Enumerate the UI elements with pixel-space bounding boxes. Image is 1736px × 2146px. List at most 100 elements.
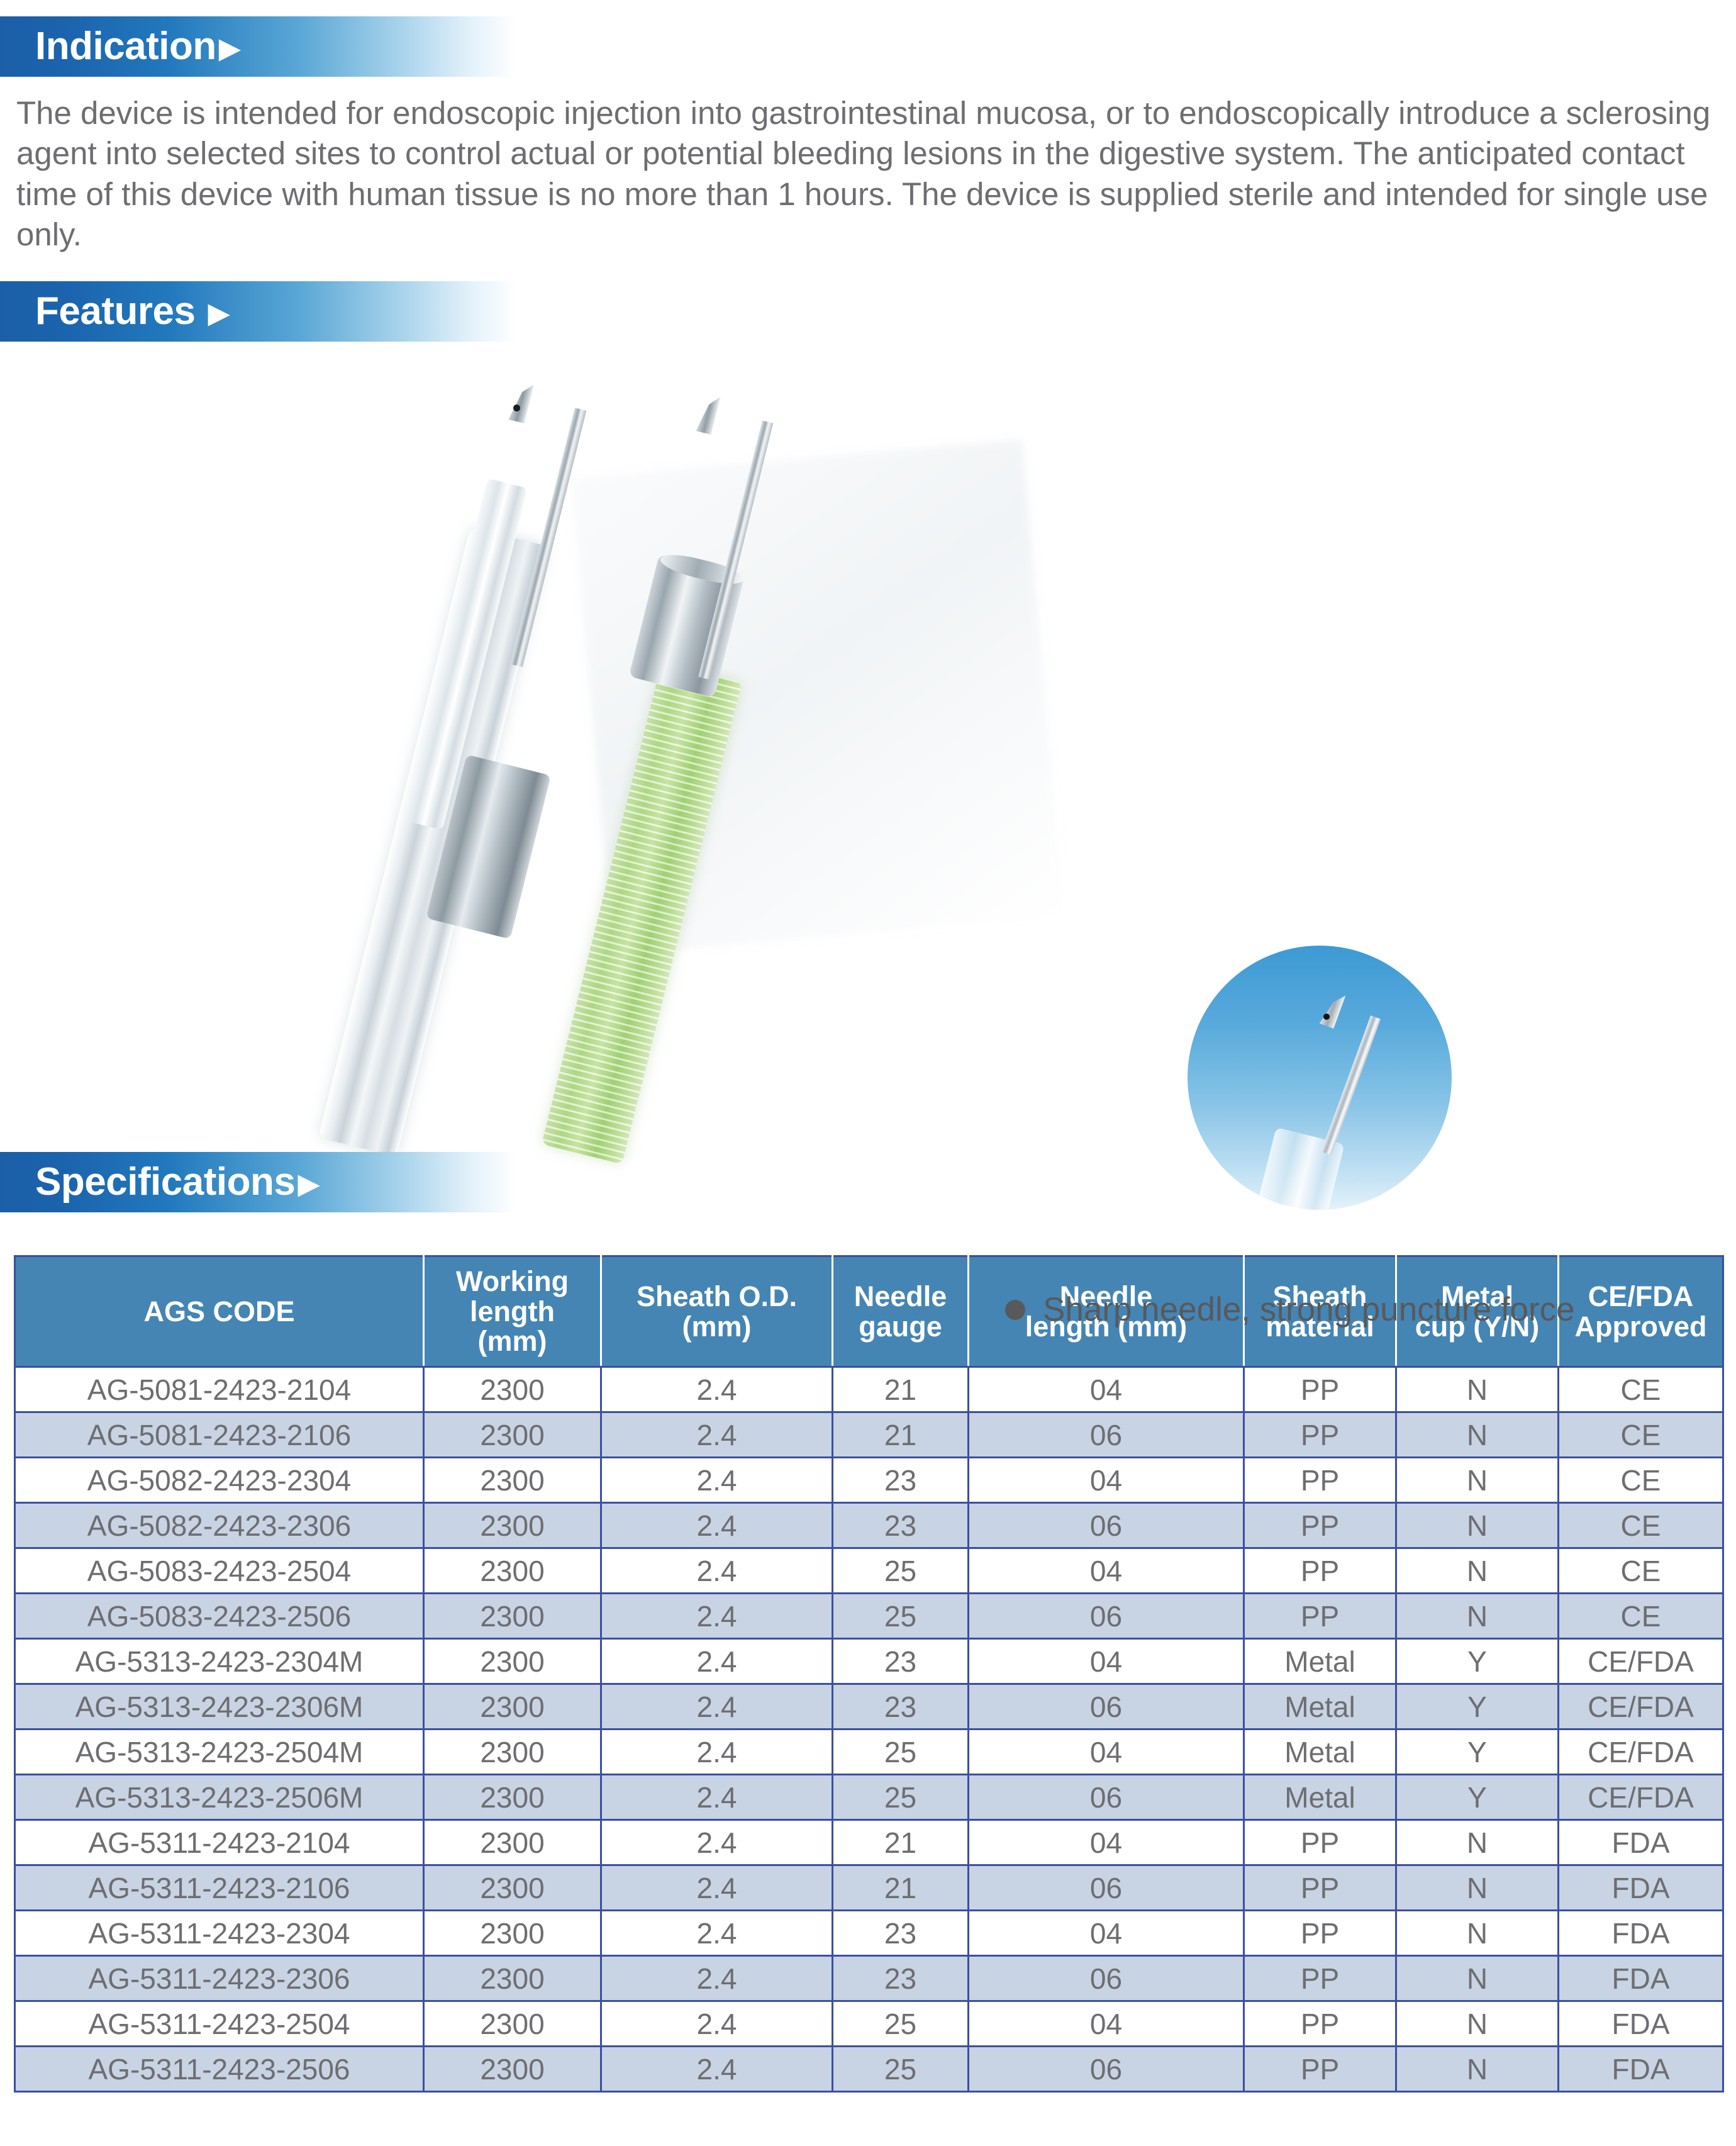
table-cell: 06 xyxy=(967,1502,1245,1549)
features-title: Features xyxy=(35,289,196,333)
table-row: AG-5311-2423-2304 2300 2.4 23 04 PP N FDA xyxy=(14,1909,1724,1957)
inset-needle-eye-hole xyxy=(1323,1014,1330,1020)
table-cell: N xyxy=(1395,1547,1559,1594)
play-triangle-icon: ▶ xyxy=(218,31,242,64)
table-cell: 2300 xyxy=(423,1547,602,1594)
cell-ags-code: AG-5313-2423-2304M xyxy=(14,1638,425,1685)
col-header-line: gauge xyxy=(859,1310,942,1343)
indication-body: The device is intended for endoscopic in… xyxy=(0,93,1723,255)
col-header-line: cup (Y/N) xyxy=(1415,1310,1540,1343)
table-cell: 2300 xyxy=(423,1502,602,1549)
col-header-needle-gauge: Needle gauge xyxy=(832,1255,969,1368)
table-cell: FDA xyxy=(1557,1955,1724,2002)
feature-bullet-label: Sharp needle, strong puncture force xyxy=(1043,1291,1575,1328)
table-cell: Metal xyxy=(1243,1728,1397,1775)
table-cell: 2.4 xyxy=(600,1547,833,1594)
table-header: AGS CODE Working length (mm) Sheath O.D. (m… xyxy=(14,1255,1724,1368)
table-cell: N xyxy=(1395,1456,1559,1504)
table-cell: 2.4 xyxy=(600,1909,833,1957)
needle-tip-closeup-inset xyxy=(1188,946,1452,1210)
table-row: AG-5082-2423-2306 2300 2.4 23 06 PP N CE xyxy=(14,1502,1724,1549)
green-coiled-sheath xyxy=(541,662,743,1165)
table-cell: 2.4 xyxy=(600,1864,833,1911)
table-cell: CE xyxy=(1557,1592,1724,1640)
table-row: AG-5311-2423-2104 2300 2.4 21 04 PP N FDA xyxy=(14,1819,1724,1866)
table-cell: 06 xyxy=(967,1774,1245,1821)
table-cell: 2300 xyxy=(423,1955,602,2002)
table-cell: 2300 xyxy=(423,1592,602,1640)
feature-bullet-item: Sharp needle, strong puncture force xyxy=(1005,1293,1575,1326)
table-cell: 2300 xyxy=(423,1819,602,1866)
table-cell: 2.4 xyxy=(600,1638,833,1685)
table-cell: CE/FDA xyxy=(1557,1683,1724,1730)
inset-needle-bevel-tip xyxy=(1320,990,1346,1029)
table-cell: 2.4 xyxy=(600,1774,833,1821)
table-cell: 23 xyxy=(832,1456,969,1504)
table-cell: 2.4 xyxy=(600,1366,833,1413)
cell-ags-code: AG-5311-2423-2506 xyxy=(14,2045,425,2093)
table-row: AG-5313-2423-2306M 2300 2.4 23 06 Metal Y CE/FD… xyxy=(14,1683,1724,1730)
table-cell: 21 xyxy=(832,1411,969,1458)
col-header-line: Working xyxy=(455,1265,569,1297)
table-cell: N xyxy=(1395,1411,1559,1458)
play-triangle-icon: ▶ xyxy=(208,296,230,329)
col-header-line: length xyxy=(470,1295,555,1327)
table-cell: Metal xyxy=(1243,1774,1397,1821)
col-header-line: length (mm) xyxy=(1025,1310,1188,1343)
table-cell: FDA xyxy=(1557,1909,1724,1957)
table-cell: CE/FDA xyxy=(1557,1728,1724,1775)
table-cell: PP xyxy=(1243,1955,1397,2002)
table-cell: PP xyxy=(1243,2000,1397,2047)
table-cell: 2300 xyxy=(423,1909,602,1957)
play-triangle-icon: ▶ xyxy=(298,1167,320,1200)
table-cell: N xyxy=(1395,1909,1559,1957)
table-cell: CE xyxy=(1557,1366,1724,1413)
table-cell: 04 xyxy=(967,1456,1245,1504)
table-cell: 06 xyxy=(967,1592,1245,1640)
col-header-working-length: Working length (mm) xyxy=(423,1255,602,1368)
table-cell: 2.4 xyxy=(600,1411,833,1458)
table-cell: PP xyxy=(1243,2045,1397,2093)
table-cell: 2.4 xyxy=(600,1502,833,1549)
device-metal-cup-needle xyxy=(541,376,1019,1165)
product-photo-injection-needles xyxy=(318,376,1107,1165)
table-cell: 2.4 xyxy=(600,1456,833,1504)
bullet-dot-icon xyxy=(1005,1299,1025,1320)
table-cell: 2.4 xyxy=(600,1955,833,2002)
table-cell: Metal xyxy=(1243,1638,1397,1685)
table-cell: 04 xyxy=(967,2000,1245,2047)
cell-ags-code: AG-5083-2423-2506 xyxy=(14,1592,425,1640)
specifications-table-wrapper: AGS CODE Working length (mm) Sheath O.D. (m… xyxy=(0,1255,1736,2093)
table-cell: N xyxy=(1395,2045,1559,2093)
features-section-banner: Features ▶ xyxy=(0,281,516,342)
table-header-row: AGS CODE Working length (mm) Sheath O.D. (m… xyxy=(14,1255,1724,1368)
table-cell: 23 xyxy=(832,1955,969,2002)
col-header-line: Needle xyxy=(854,1280,947,1312)
cell-ags-code: AG-5313-2423-2506M xyxy=(14,1774,425,1821)
table-row: AG-5313-2423-2506M 2300 2.4 25 06 Metal Y CE/FD… xyxy=(14,1774,1724,1821)
table-cell: 06 xyxy=(967,1411,1245,1458)
cell-ags-code: AG-5083-2423-2504 xyxy=(14,1547,425,1594)
table-row: AG-5313-2423-2504M 2300 2.4 25 04 Metal Y CE/FD… xyxy=(14,1728,1724,1775)
table-cell: N xyxy=(1395,1864,1559,1911)
table-row: AG-5313-2423-2304M 2300 2.4 23 04 Metal Y CE/FD… xyxy=(14,1638,1724,1685)
table-cell: 2300 xyxy=(423,1638,602,1685)
table-cell: 2.4 xyxy=(600,1819,833,1866)
table-cell: Y xyxy=(1395,1638,1559,1685)
table-cell: N xyxy=(1395,1955,1559,2002)
table-cell: N xyxy=(1395,2000,1559,2047)
table-cell: Y xyxy=(1395,1683,1559,1730)
table-cell: 21 xyxy=(832,1819,969,1866)
table-cell: 2300 xyxy=(423,2000,602,2047)
table-cell: N xyxy=(1395,1592,1559,1640)
cell-ags-code: AG-5081-2423-2106 xyxy=(14,1411,425,1458)
table-cell: 2300 xyxy=(423,1456,602,1504)
table-row: AG-5083-2423-2506 2300 2.4 25 06 PP N CE xyxy=(14,1592,1724,1640)
table-cell: 25 xyxy=(832,1547,969,1594)
table-cell: 25 xyxy=(832,2045,969,2093)
table-cell: 2.4 xyxy=(600,2045,833,2093)
table-cell: 2300 xyxy=(423,2045,602,2093)
col-header-sheath-od: Sheath O.D. (mm) xyxy=(600,1255,833,1368)
cell-ags-code: AG-5082-2423-2306 xyxy=(14,1502,425,1549)
